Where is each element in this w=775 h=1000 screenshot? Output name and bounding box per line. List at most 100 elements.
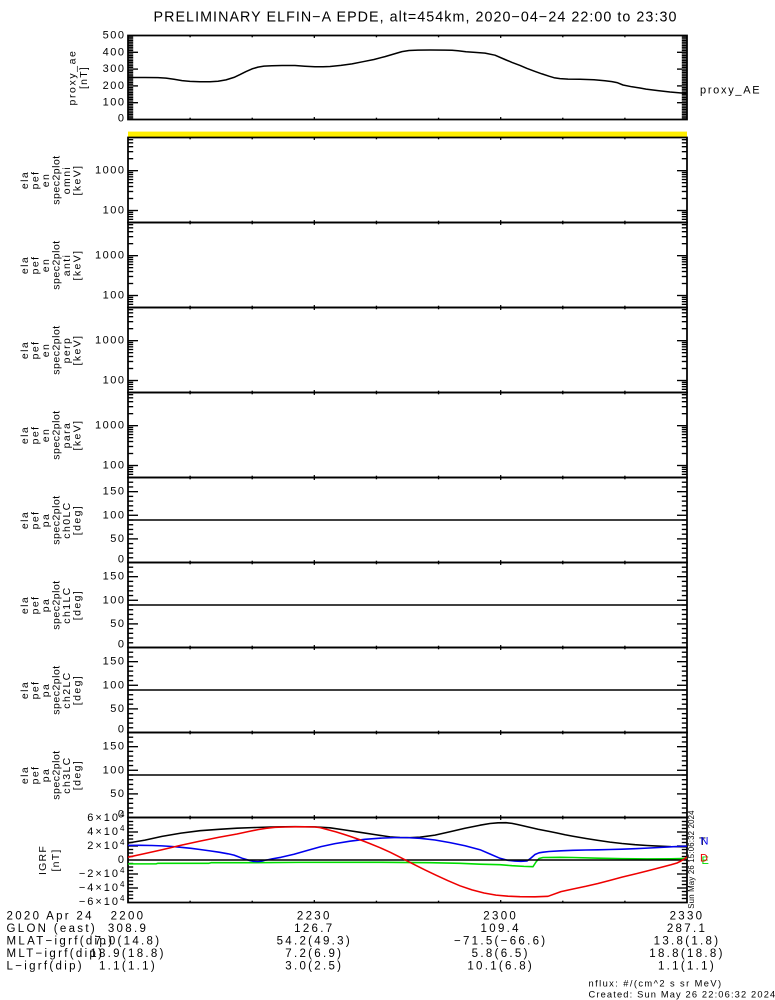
- svg-text:spec2plot: spec2plot: [50, 580, 62, 629]
- svg-text:[deg]: [deg]: [71, 760, 83, 790]
- svg-text:pef: pef: [29, 511, 41, 530]
- svg-text:3.0(2.5): 3.0(2.5): [285, 960, 343, 972]
- svg-text:en: en: [40, 258, 52, 272]
- svg-text:MLAT−igrf(dip): MLAT−igrf(dip): [7, 935, 115, 947]
- svg-text:pef: pef: [29, 596, 41, 615]
- svg-text:pef: pef: [29, 766, 41, 785]
- svg-text:500: 500: [103, 30, 126, 42]
- svg-text:50: 50: [110, 533, 125, 545]
- svg-text:ela: ela: [19, 171, 31, 189]
- svg-text:2×104: 2×104: [87, 838, 126, 853]
- svg-text:[keV]: [keV]: [71, 420, 83, 451]
- svg-text:126.7: 126.7: [294, 923, 334, 935]
- svg-text:pa: pa: [40, 513, 52, 527]
- svg-text:4×104: 4×104: [87, 824, 126, 839]
- svg-text:7.2(6.9): 7.2(6.9): [285, 948, 343, 960]
- svg-text:300: 300: [103, 63, 126, 75]
- svg-text:[deg]: [deg]: [71, 590, 83, 620]
- svg-text:ch1LC: ch1LC: [61, 586, 73, 623]
- svg-text:0: 0: [118, 854, 126, 866]
- svg-text:[keV]: [keV]: [71, 335, 83, 366]
- svg-text:ela: ela: [19, 511, 31, 529]
- svg-text:[keV]: [keV]: [71, 250, 83, 281]
- svg-text:150: 150: [103, 571, 126, 583]
- svg-text:ela: ela: [19, 596, 31, 614]
- svg-text:spec2plot: spec2plot: [50, 325, 62, 374]
- svg-text:150: 150: [103, 741, 126, 753]
- svg-text:100: 100: [103, 97, 126, 109]
- svg-text:en: en: [40, 343, 52, 357]
- svg-text:pa: pa: [40, 683, 52, 697]
- svg-text:54.2(49.3): 54.2(49.3): [277, 935, 352, 947]
- svg-text:ch0LC: ch0LC: [61, 501, 73, 538]
- svg-text:spec2plot: spec2plot: [50, 240, 62, 289]
- svg-text:proxy_ae: proxy_ae: [67, 50, 79, 106]
- svg-text:N: N: [701, 836, 709, 848]
- svg-text:18.9(18.8): 18.9(18.8): [90, 948, 165, 960]
- svg-text:E: E: [702, 855, 709, 867]
- svg-text:200: 200: [103, 80, 126, 92]
- svg-text:proxy_AE: proxy_AE: [700, 85, 761, 97]
- svg-text:2300: 2300: [483, 910, 518, 922]
- svg-text:2200: 2200: [111, 910, 146, 922]
- svg-text:100: 100: [103, 679, 126, 691]
- svg-text:[deg]: [deg]: [71, 675, 83, 705]
- svg-text:MLT−igrf(dip): MLT−igrf(dip): [7, 948, 105, 960]
- svg-text:spec2plot: spec2plot: [50, 155, 62, 204]
- svg-text:PRELIMINARY ELFIN−A EPDE, alt=: PRELIMINARY ELFIN−A EPDE, alt=454km, 202…: [154, 10, 678, 26]
- svg-text:ela: ela: [19, 681, 31, 699]
- svg-text:ch2LC: ch2LC: [61, 671, 73, 708]
- svg-text:spec2plot: spec2plot: [50, 410, 62, 459]
- svg-text:−6×104: −6×104: [79, 894, 127, 909]
- svg-text:50: 50: [110, 788, 125, 800]
- svg-text:D: D: [700, 852, 708, 864]
- svg-text:0: 0: [118, 112, 126, 124]
- svg-text:ch3LC: ch3LC: [61, 756, 73, 793]
- svg-text:150: 150: [103, 656, 126, 668]
- svg-text:[nT]: [nT]: [50, 849, 62, 872]
- svg-text:[deg]: [deg]: [71, 505, 83, 535]
- svg-text:1000: 1000: [95, 250, 125, 262]
- svg-text:ela: ela: [19, 341, 31, 359]
- svg-text:100: 100: [103, 375, 126, 387]
- svg-text:2330: 2330: [670, 910, 705, 922]
- svg-text:pa: pa: [40, 598, 52, 612]
- svg-text:pef: pef: [29, 681, 41, 700]
- svg-text:−4×104: −4×104: [79, 880, 127, 895]
- svg-text:10.1(6.8): 10.1(6.8): [467, 960, 534, 972]
- svg-text:para: para: [61, 422, 73, 449]
- svg-text:1.1(1.1): 1.1(1.1): [658, 960, 716, 972]
- svg-text:L−igrf(dip): L−igrf(dip): [7, 960, 84, 972]
- svg-text:IGRF: IGRF: [37, 845, 49, 875]
- svg-text:287.1: 287.1: [667, 923, 707, 935]
- svg-text:1000: 1000: [95, 335, 125, 347]
- svg-text:1.1(1.1): 1.1(1.1): [99, 960, 157, 972]
- svg-text:100: 100: [103, 460, 126, 472]
- svg-text:100: 100: [103, 764, 126, 776]
- svg-text:Created: Sun May 26 22:06:32 2: Created: Sun May 26 22:06:32 2024: [589, 990, 775, 1000]
- svg-text:400: 400: [103, 46, 126, 58]
- svg-text:−71.5(−66.6): −71.5(−66.6): [454, 935, 547, 947]
- svg-text:nflux: #/(cm^2 s sr MeV): nflux: #/(cm^2 s sr MeV): [589, 979, 723, 989]
- svg-text:ela: ela: [19, 426, 31, 444]
- svg-text:pef: pef: [29, 171, 41, 190]
- svg-text:T: T: [699, 836, 706, 848]
- svg-text:1000: 1000: [95, 165, 125, 177]
- svg-text:2230: 2230: [297, 910, 332, 922]
- svg-text:−2×104: −2×104: [79, 866, 127, 881]
- svg-text:omni: omni: [61, 166, 73, 194]
- svg-text:[nT]: [nT]: [78, 66, 90, 89]
- svg-text:308.9: 308.9: [108, 923, 148, 935]
- svg-text:pef: pef: [29, 256, 41, 275]
- svg-text:2020 Apr 24: 2020 Apr 24: [7, 910, 94, 922]
- svg-text:50: 50: [110, 703, 125, 715]
- svg-text:[keV]: [keV]: [71, 165, 83, 196]
- svg-text:1000: 1000: [95, 420, 125, 432]
- svg-text:5.8(6.5): 5.8(6.5): [472, 948, 530, 960]
- svg-text:ela: ela: [19, 766, 31, 784]
- svg-text:GLON (east): GLON (east): [7, 923, 97, 935]
- svg-text:109.4: 109.4: [481, 923, 521, 935]
- svg-text:18.8(18.8): 18.8(18.8): [649, 948, 724, 960]
- svg-text:en: en: [40, 428, 52, 442]
- svg-text:pef: pef: [29, 341, 41, 360]
